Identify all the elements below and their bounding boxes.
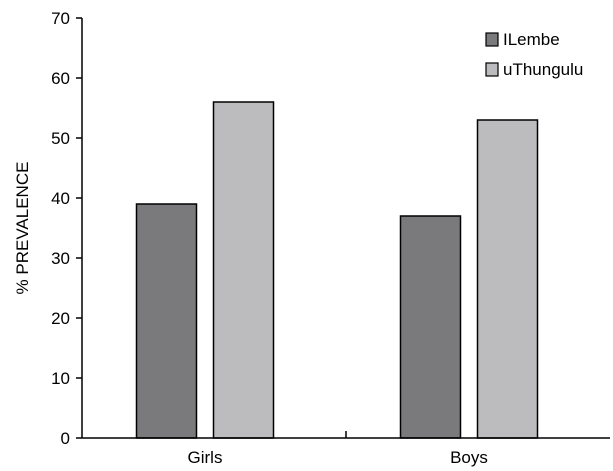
- y-tick-label: 50: [51, 129, 70, 148]
- y-tick-label: 20: [51, 309, 70, 328]
- y-tick-label: 60: [51, 69, 70, 88]
- legend-swatch-ilembe: [485, 32, 499, 47]
- bar-uthungulu-girls: [212, 101, 275, 439]
- y-tick-label: 30: [51, 249, 70, 268]
- y-tick-label: 0: [61, 429, 70, 448]
- legend-label-ilembe: ILembe: [503, 30, 560, 49]
- bars: [135, 101, 539, 439]
- bar-ilembe-girls: [135, 203, 198, 439]
- bar-ilembe-boys: [399, 215, 462, 439]
- y-tick-label: 10: [51, 369, 70, 388]
- legend-swatch-uthungulu: [485, 62, 499, 77]
- legend-label-uthungulu: uThungulu: [503, 60, 583, 79]
- bar-uthungulu-boys: [476, 119, 539, 439]
- legend: ILembe uThungulu: [485, 30, 583, 79]
- x-category-label: Girls: [188, 448, 223, 467]
- y-tick-label: 70: [51, 9, 70, 28]
- y-axis-ticks: 0 10 20 30 40 50 60 70: [51, 9, 82, 448]
- x-category-label: Boys: [450, 448, 488, 467]
- y-axis-title: % PREVALENCE: [13, 162, 32, 295]
- x-axis-labels: Girls Boys: [188, 431, 488, 467]
- y-tick-label: 40: [51, 189, 70, 208]
